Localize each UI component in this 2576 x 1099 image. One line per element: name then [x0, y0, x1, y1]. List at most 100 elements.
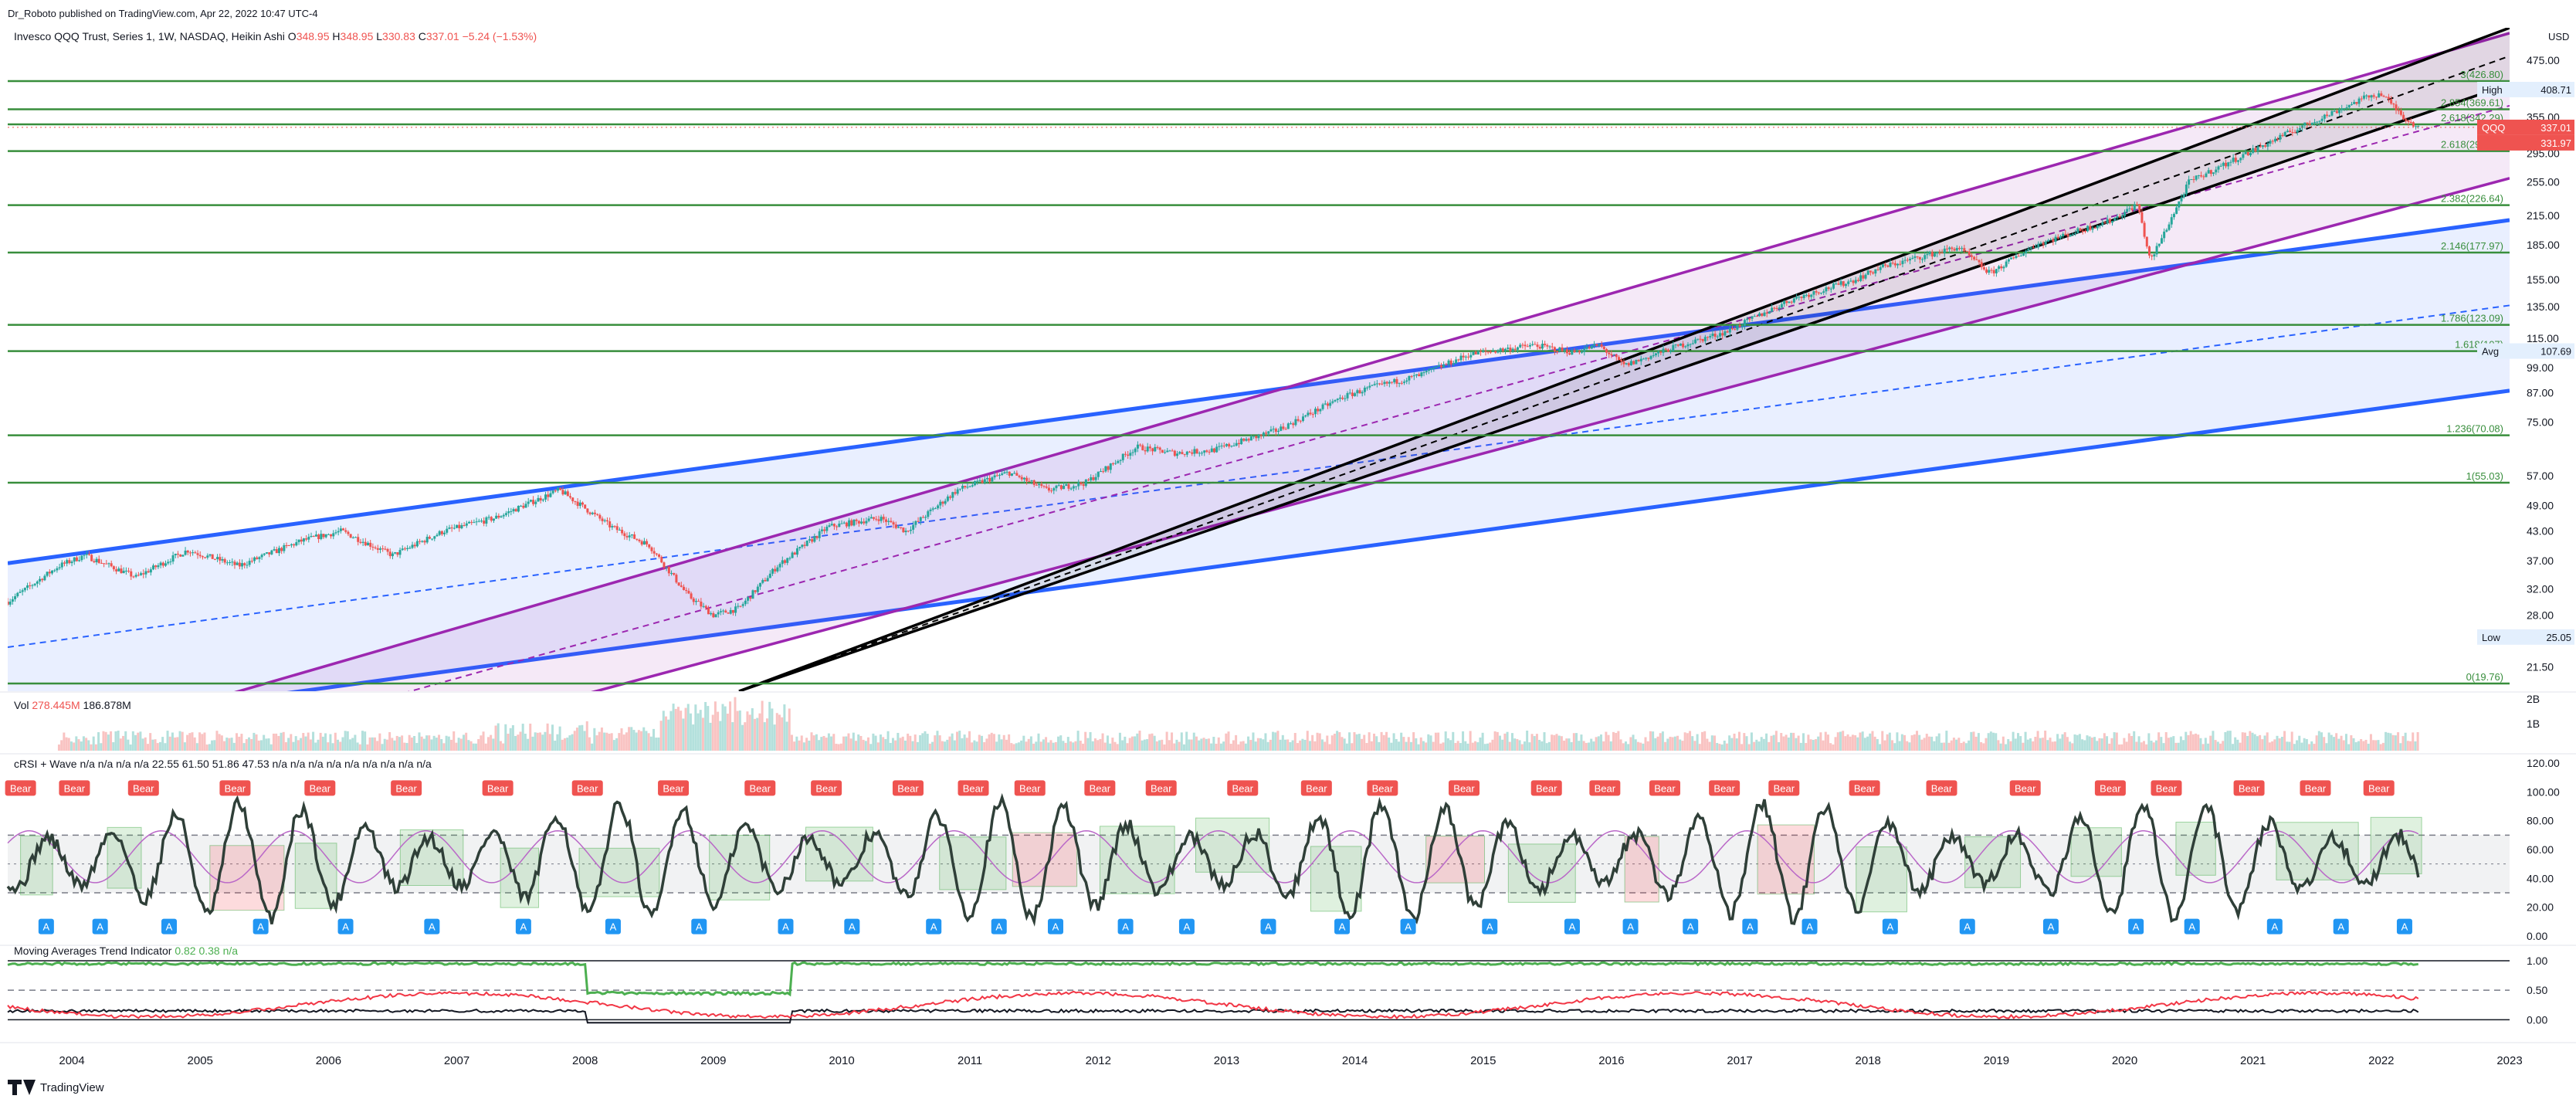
candle-body	[2249, 152, 2252, 156]
volume-bar	[87, 740, 90, 751]
volume-bar	[941, 741, 944, 751]
ohlc-label: C	[419, 30, 426, 42]
volume-bar	[2007, 739, 2010, 751]
candle-body	[1585, 347, 1588, 349]
volume-bar	[1474, 741, 1477, 751]
candle-body	[2368, 95, 2371, 98]
volume-bar	[2150, 741, 2153, 751]
price-axis-tick: 37.00	[2527, 555, 2554, 567]
candle-body	[502, 514, 505, 517]
volume-bar	[2290, 731, 2293, 751]
volume-bar	[257, 740, 260, 751]
candle-body	[1608, 352, 1611, 354]
candle-body	[1385, 382, 1388, 384]
volume-bar	[1205, 738, 1208, 751]
volume-bar	[1609, 741, 1612, 751]
a-badge	[1882, 918, 1898, 934]
volume-bar	[1987, 733, 1990, 751]
candle-body	[1699, 338, 1702, 340]
volume-bar	[1795, 738, 1798, 751]
volume-bar	[775, 713, 778, 751]
volume-bar	[2174, 742, 2178, 751]
volume-bar	[649, 736, 652, 751]
bear-badge-text: Bear	[1372, 782, 1394, 794]
candle-body	[253, 557, 256, 561]
volume-bar	[2354, 742, 2357, 751]
candle-body	[285, 544, 288, 546]
change-value: −5.24 (−1.53%)	[463, 30, 537, 42]
volume-bar	[1893, 743, 1896, 751]
volume-bar	[2313, 744, 2316, 751]
volume-bar	[2201, 744, 2205, 751]
volume-bar	[410, 737, 413, 751]
candle-body	[850, 520, 853, 526]
volume-bar	[465, 732, 468, 751]
volume-bar	[1286, 739, 1290, 751]
volume-bar	[1237, 744, 1240, 751]
volume-bar	[781, 717, 784, 751]
candle-body	[194, 552, 197, 554]
volume-bar	[2310, 741, 2313, 751]
volume-bar	[119, 738, 122, 751]
candle-body	[2002, 266, 2005, 269]
candle-body	[1464, 356, 1467, 358]
candle-body	[1773, 307, 1776, 309]
candle-body	[1050, 490, 1053, 492]
candle-body	[2399, 110, 2402, 115]
volume-bar	[2416, 731, 2419, 751]
candle-body	[1467, 356, 1470, 358]
volume-bar	[603, 732, 606, 751]
candle-body	[231, 561, 234, 563]
volume-bar	[203, 732, 206, 751]
candle-body	[1563, 349, 1566, 351]
volume-bar	[536, 732, 539, 751]
volume-bar	[250, 738, 253, 751]
candle-body	[1455, 359, 1458, 364]
candle-body	[527, 501, 530, 504]
bear-badge	[2233, 780, 2265, 796]
a-badge-text: A	[43, 921, 50, 933]
bear-badge-text: Bear	[2305, 782, 2327, 794]
volume-bar	[810, 732, 813, 751]
volume-bar	[563, 738, 566, 751]
candle-body	[1627, 363, 1630, 366]
volume-bar	[346, 731, 349, 751]
candle-body	[2160, 238, 2163, 244]
volume-bar	[1351, 743, 1354, 751]
volume-bar	[1232, 740, 1235, 751]
volume-bar	[1444, 731, 1447, 751]
candle-body	[2237, 160, 2240, 162]
volume-bar	[635, 732, 638, 751]
mat-axis-tick: 1.00	[2527, 955, 2547, 967]
volume-bar	[913, 734, 917, 751]
candle-body	[642, 541, 646, 545]
volume-bar	[329, 734, 332, 751]
volume-bar	[734, 697, 737, 751]
volume-bar	[1158, 740, 1161, 751]
candle-body	[1003, 472, 1006, 474]
candle-body	[1410, 375, 1413, 377]
candle-body	[2266, 143, 2269, 147]
volume-bar	[1361, 738, 1364, 751]
candle-body	[68, 560, 71, 564]
candle-body	[1139, 444, 1142, 446]
volume-bar	[2157, 732, 2161, 751]
volume-bar	[2226, 731, 2229, 751]
volume-bar	[1242, 741, 1245, 751]
candle-body	[443, 532, 446, 534]
candle-body	[95, 558, 98, 563]
candle-body	[78, 560, 81, 561]
bear-badge	[391, 780, 422, 796]
fib-level-label: 0(19.76)	[2466, 671, 2503, 683]
candle-body	[756, 586, 759, 592]
candle-body	[327, 534, 330, 535]
volume-bar	[1491, 739, 1494, 751]
candle-body	[1035, 484, 1038, 486]
candle-body	[134, 575, 137, 577]
candle-body	[1785, 300, 1788, 304]
candle-body	[2345, 107, 2348, 109]
candle-body	[2042, 243, 2045, 245]
volume-bar	[102, 731, 105, 751]
candle-body	[1536, 344, 1539, 348]
